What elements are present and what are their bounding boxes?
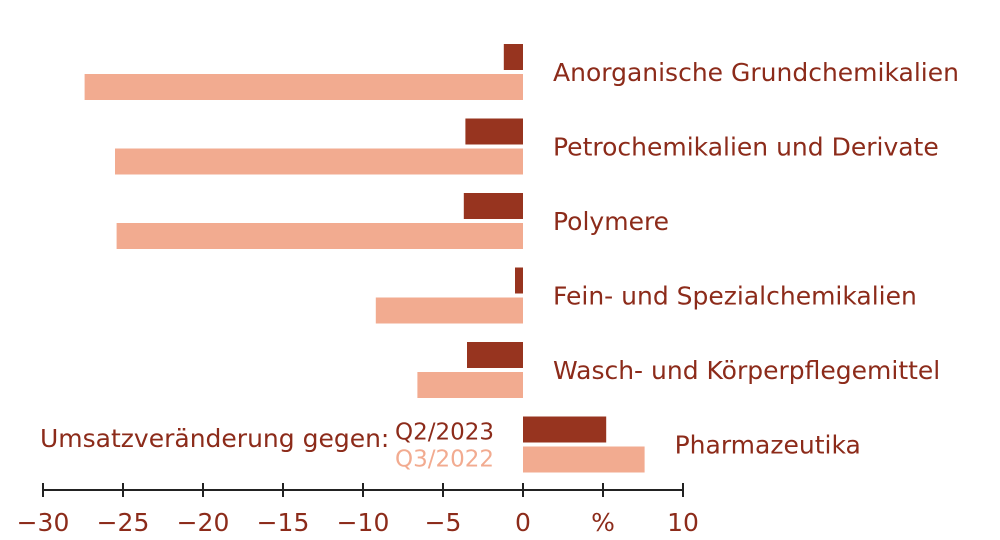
x-tick-label: −10: [337, 508, 390, 537]
legend-title: Umsatzveränderung gegen:: [40, 424, 389, 453]
bar: [116, 223, 523, 249]
category-label: Fein- und Spezialchemikalien: [553, 282, 917, 311]
bar: [375, 297, 523, 324]
category-label: Anorganische Grundchemikalien: [553, 58, 959, 87]
x-tick-label: −15: [257, 508, 310, 537]
bar: [115, 148, 523, 175]
bar: [515, 267, 523, 294]
category-label: Petrochemikalien und Derivate: [553, 133, 939, 162]
x-tick-label: −30: [17, 508, 70, 537]
x-tick-label: −25: [97, 508, 150, 537]
category-label: Wasch- und Körperpflegemittel: [553, 356, 940, 385]
bar: [417, 372, 523, 398]
bar: [503, 44, 523, 70]
x-tick-label: −20: [177, 508, 230, 537]
legend-entry: Q2/2023: [395, 420, 494, 446]
x-tick-label: 10: [667, 508, 699, 537]
bar: [523, 416, 607, 443]
bar: [467, 342, 523, 368]
category-label: Pharmazeutika: [675, 431, 861, 460]
bar: [523, 446, 645, 473]
legend-entry: Q3/2022: [395, 447, 494, 473]
x-tick-label: −5: [425, 508, 462, 537]
x-tick-label: 0: [515, 508, 531, 537]
category-label: Polymere: [553, 207, 669, 236]
bar: [463, 193, 523, 219]
bar: [465, 118, 523, 145]
bar: [84, 74, 523, 100]
x-tick-label: %: [591, 508, 615, 537]
